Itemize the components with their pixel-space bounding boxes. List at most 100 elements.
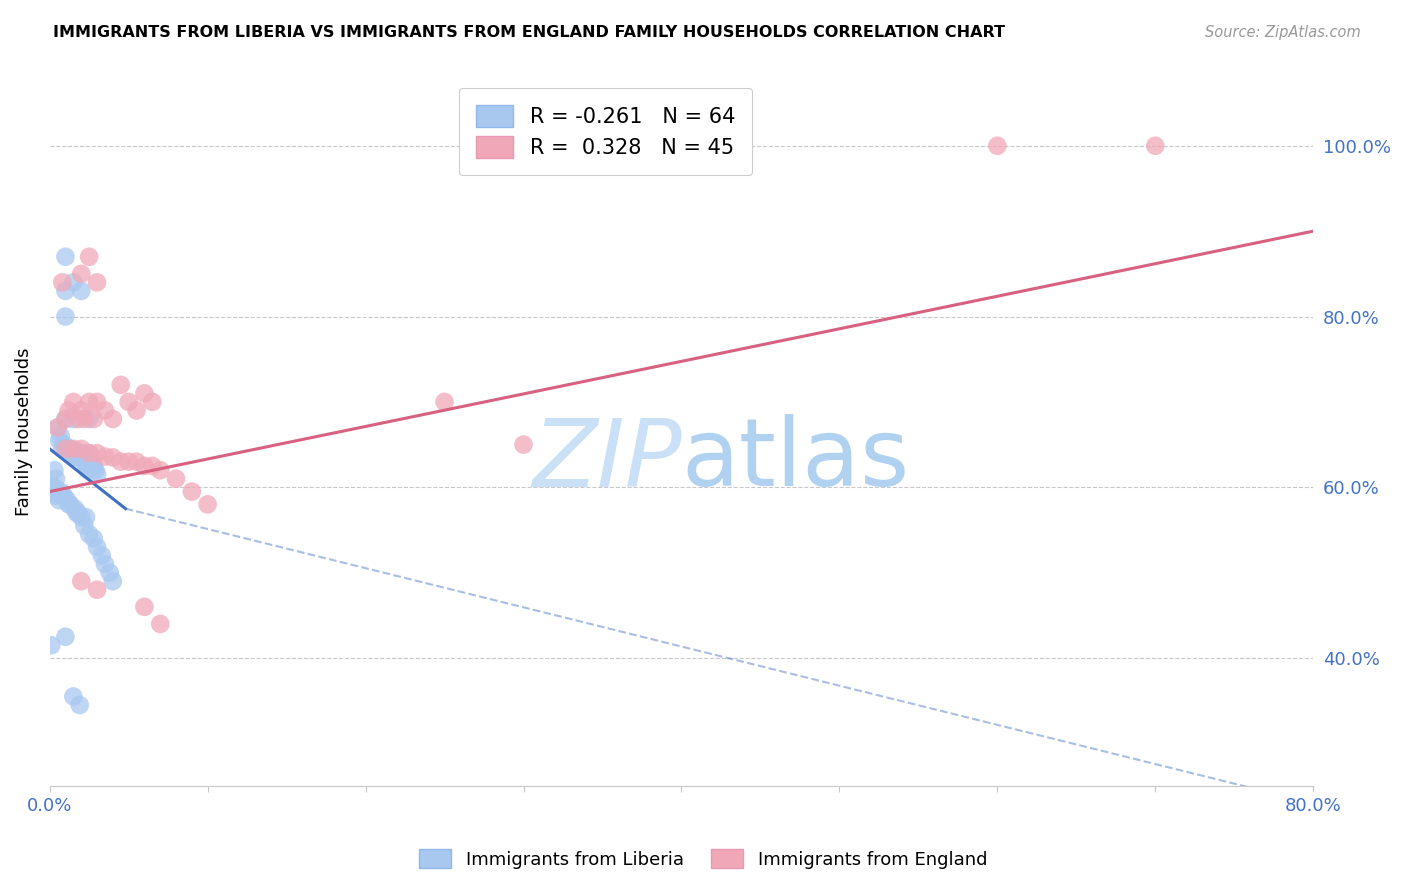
Point	[59, 497, 82, 511]
Point	[70, 267, 93, 281]
Point	[70, 284, 93, 298]
Point	[86, 276, 108, 290]
Point	[94, 450, 117, 464]
Text: ZIP: ZIP	[531, 415, 682, 506]
Point	[46, 420, 69, 434]
Point	[62, 276, 84, 290]
Legend: Immigrants from Liberia, Immigrants from England: Immigrants from Liberia, Immigrants from…	[412, 841, 994, 876]
Point	[73, 518, 96, 533]
Point	[75, 510, 97, 524]
Point	[82, 458, 104, 473]
Point	[62, 412, 84, 426]
Point	[65, 506, 87, 520]
Point	[59, 442, 82, 456]
Point	[58, 497, 80, 511]
Point	[77, 250, 100, 264]
Point	[165, 472, 187, 486]
Point	[180, 484, 202, 499]
Point	[62, 442, 84, 456]
Point	[55, 284, 77, 298]
Point	[197, 497, 219, 511]
Point	[73, 412, 96, 426]
Point	[55, 310, 77, 324]
Point	[70, 510, 93, 524]
Point	[77, 395, 100, 409]
Point	[42, 484, 65, 499]
Point	[141, 458, 163, 473]
Point	[101, 412, 124, 426]
Point	[98, 566, 121, 580]
Point	[77, 446, 100, 460]
Point	[77, 527, 100, 541]
Point	[149, 463, 172, 477]
Point	[70, 442, 93, 456]
Y-axis label: Family Households: Family Households	[15, 348, 32, 516]
Point	[110, 455, 132, 469]
Point	[77, 412, 100, 426]
Point	[45, 472, 67, 486]
Point	[101, 450, 124, 465]
Point	[83, 532, 105, 546]
Point	[51, 442, 73, 456]
Point	[134, 599, 156, 614]
Point	[42, 480, 65, 494]
Point	[67, 450, 90, 465]
Point	[73, 455, 96, 469]
Point	[69, 698, 91, 712]
Point	[46, 484, 69, 499]
Point	[63, 501, 86, 516]
Text: IMMIGRANTS FROM LIBERIA VS IMMIGRANTS FROM ENGLAND FAMILY HOUSEHOLDS CORRELATION: IMMIGRANTS FROM LIBERIA VS IMMIGRANTS FR…	[53, 25, 1005, 40]
Point	[52, 437, 75, 451]
Point	[94, 403, 117, 417]
Point	[70, 446, 93, 460]
Point	[44, 463, 66, 477]
Text: atlas: atlas	[682, 414, 910, 506]
Point	[65, 450, 87, 465]
Point	[86, 467, 108, 482]
Point	[56, 493, 79, 508]
Point	[67, 506, 90, 520]
Point	[72, 450, 94, 465]
Point	[52, 489, 75, 503]
Legend: R = -0.261   N = 64, R =  0.328   N = 45: R = -0.261 N = 64, R = 0.328 N = 45	[460, 87, 752, 175]
Point	[134, 458, 156, 473]
Point	[75, 458, 97, 473]
Point	[44, 480, 66, 494]
Point	[55, 630, 77, 644]
Point	[84, 463, 107, 477]
Point	[134, 386, 156, 401]
Point	[512, 437, 534, 451]
Point	[58, 403, 80, 417]
Text: Source: ZipAtlas.com: Source: ZipAtlas.com	[1205, 25, 1361, 40]
Point	[55, 412, 77, 426]
Point	[55, 442, 77, 456]
Point	[90, 549, 112, 563]
Point	[51, 276, 73, 290]
Point	[69, 450, 91, 465]
Point	[60, 446, 83, 460]
Point	[70, 574, 93, 589]
Point	[141, 395, 163, 409]
Point	[46, 420, 69, 434]
Point	[49, 429, 72, 443]
Point	[94, 557, 117, 571]
Point	[80, 455, 103, 469]
Point	[48, 493, 70, 508]
Point	[67, 412, 90, 426]
Point	[45, 489, 67, 503]
Point	[77, 446, 100, 460]
Point	[55, 250, 77, 264]
Point	[83, 458, 105, 473]
Point	[76, 463, 98, 477]
Point	[48, 434, 70, 448]
Point	[62, 446, 84, 460]
Point	[117, 455, 139, 469]
Point	[149, 616, 172, 631]
Point	[86, 395, 108, 409]
Point	[433, 395, 456, 409]
Point	[58, 442, 80, 456]
Point	[39, 638, 62, 652]
Point	[125, 455, 148, 469]
Point	[1144, 138, 1167, 153]
Point	[49, 484, 72, 499]
